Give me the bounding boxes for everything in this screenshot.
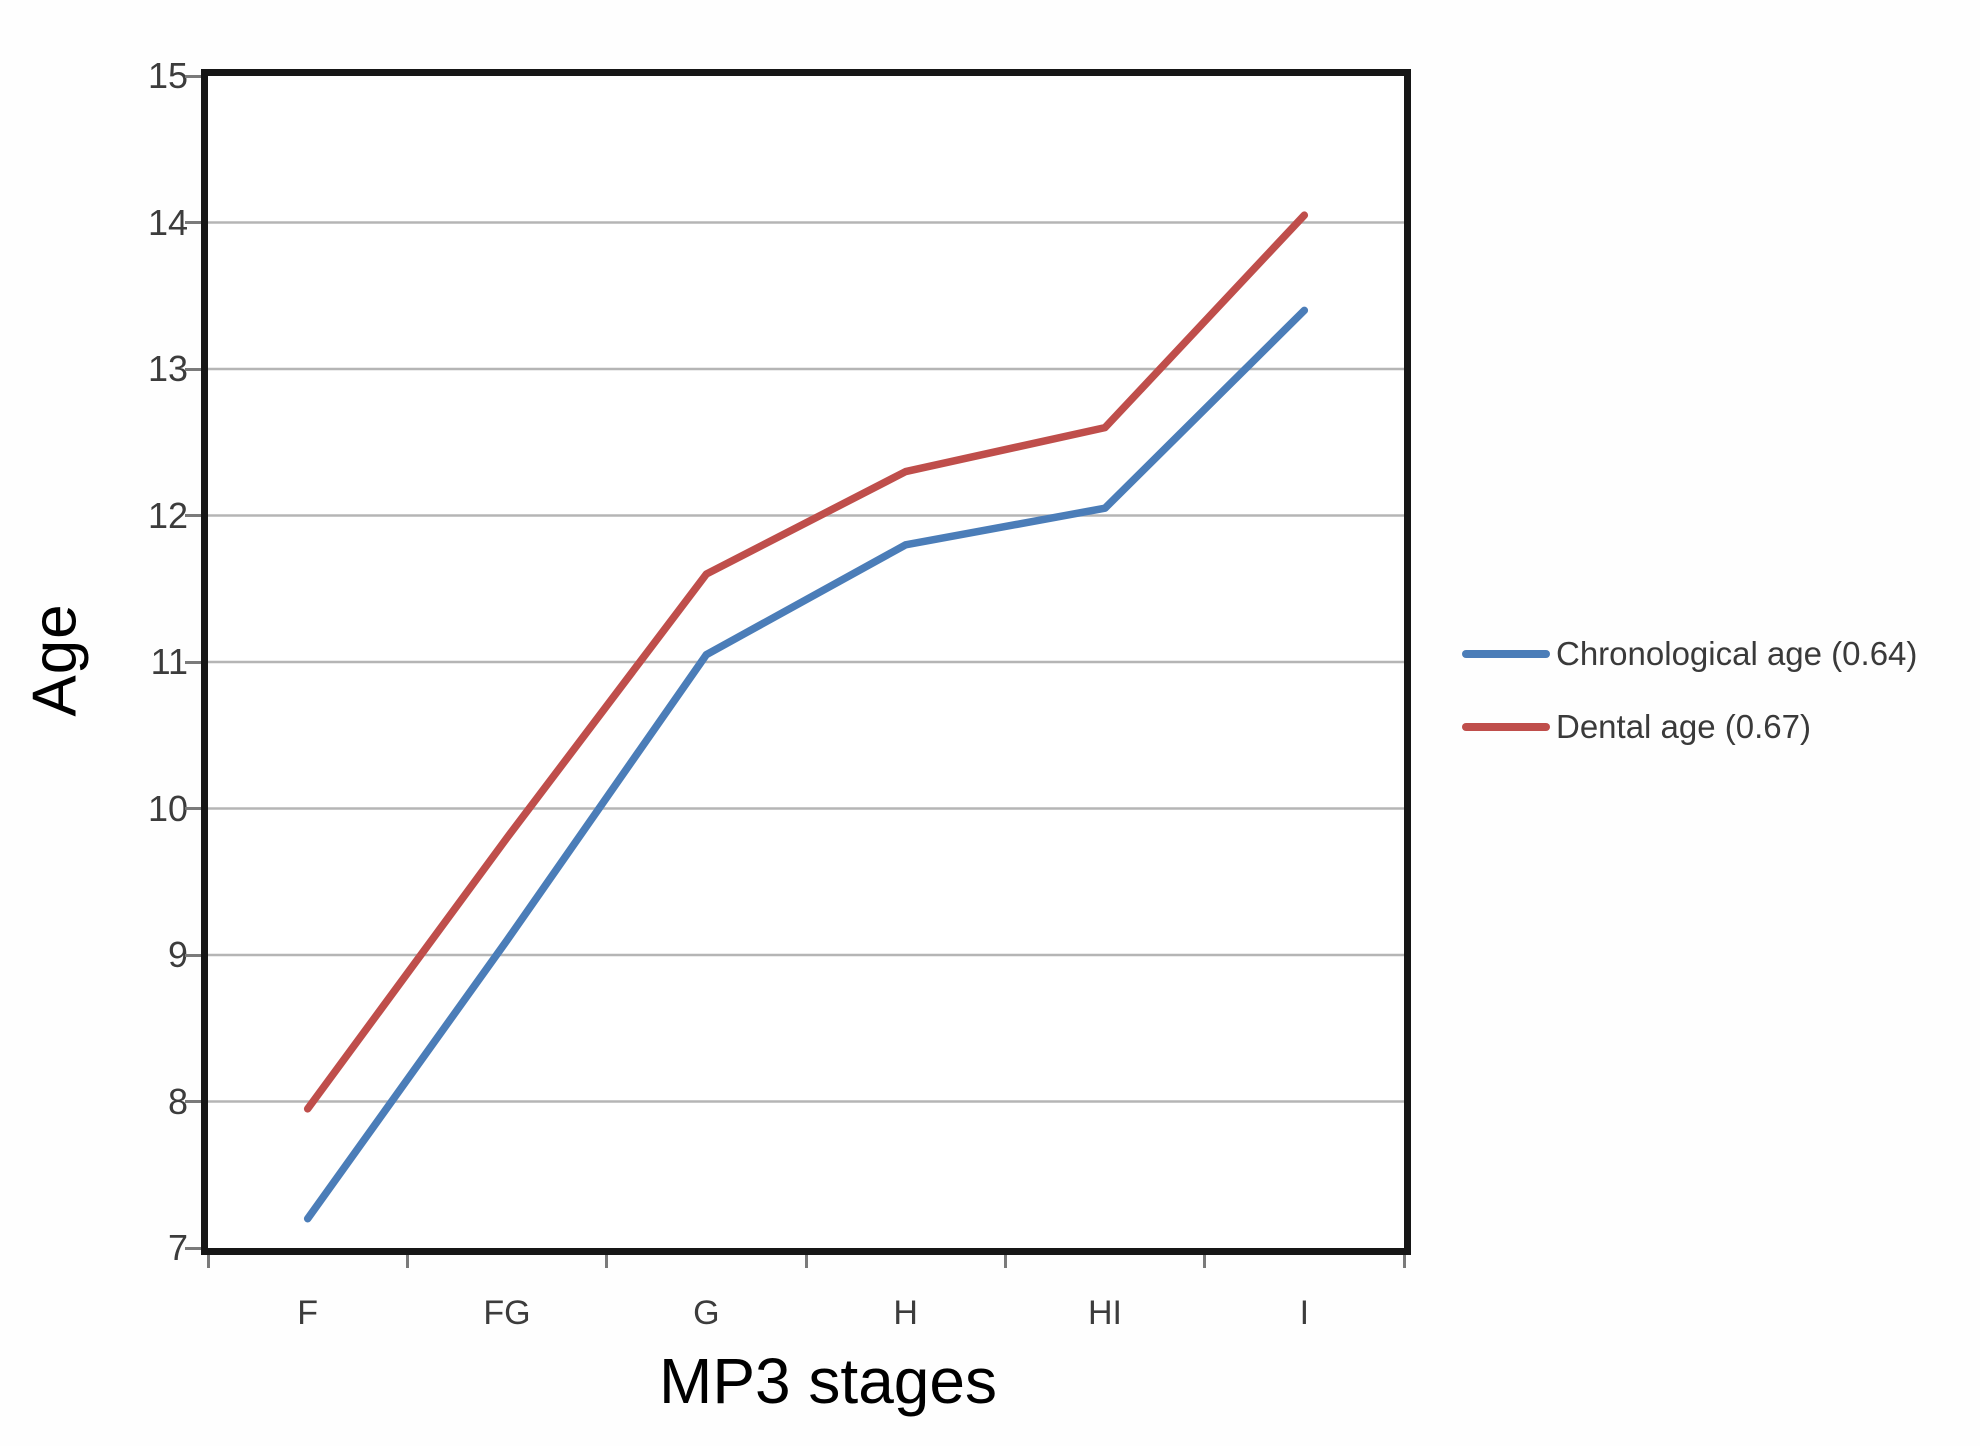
- y-tick-mark-7: [185, 1246, 201, 1250]
- legend-entry: Dental age (0.67): [1462, 705, 1917, 749]
- y-tick-label-15: 15: [147, 55, 188, 96]
- y-tick-mark-15: [185, 74, 201, 78]
- y-tick-mark-14: [185, 221, 201, 224]
- y-tick-label-9: 9: [167, 934, 188, 975]
- y-tick-mark-11: [185, 660, 201, 664]
- series-line-dental-age-0-67: [303, 211, 1309, 1113]
- y-tick-label-14: 14: [147, 201, 188, 243]
- x-tick-label-f: F: [297, 1294, 319, 1332]
- y-tick-label-8: 8: [167, 1080, 188, 1122]
- legend-line-swatch: [1462, 723, 1550, 731]
- x-tick-mark-1: [405, 1255, 409, 1268]
- y-tick-label-7: 7: [167, 1227, 188, 1268]
- y-tick-mark-13: [185, 367, 201, 371]
- y-tick-label-13: 13: [147, 348, 188, 389]
- y-tick-label-11: 11: [150, 641, 188, 682]
- x-tick-mark-0: [206, 1255, 210, 1268]
- legend-label: Dental age (0.67): [1556, 708, 1811, 745]
- y-tick-mark-9: [185, 953, 201, 957]
- legend-entry: Chronological age (0.64): [1462, 632, 1917, 676]
- legend-line-swatch: [1462, 650, 1550, 658]
- x-tick-label-hi: HI: [1088, 1294, 1122, 1332]
- y-tick-label-12: 12: [147, 494, 188, 536]
- x-tick-label-g: G: [693, 1294, 720, 1332]
- y-tick-mark-8: [185, 1100, 201, 1103]
- plot-area: [201, 69, 1411, 1255]
- x-tick-mark-6: [1402, 1255, 1406, 1268]
- x-axis-title: MP3 stages: [659, 1345, 997, 1417]
- x-tick-mark-4: [1003, 1255, 1007, 1268]
- y-tick-mark-10: [185, 807, 201, 810]
- x-tick-mark-3: [804, 1255, 808, 1268]
- y-tick-mark-12: [185, 514, 201, 517]
- y-tick-label-10: 10: [147, 787, 188, 829]
- x-tick-label-h: H: [893, 1294, 918, 1332]
- x-tick-mark-2: [605, 1255, 609, 1268]
- chart-canvas: [208, 211, 1404, 1223]
- legend-label: Chronological age (0.64): [1556, 635, 1918, 672]
- x-tick-mark-5: [1203, 1255, 1207, 1268]
- x-tick-label-i: I: [1299, 1294, 1310, 1332]
- x-tick-label-fg: FG: [483, 1294, 531, 1332]
- legend: Chronological age (0.64) Dental age (0.67…: [1462, 632, 1917, 778]
- series-line-chronological-age-0-64: [303, 306, 1309, 1223]
